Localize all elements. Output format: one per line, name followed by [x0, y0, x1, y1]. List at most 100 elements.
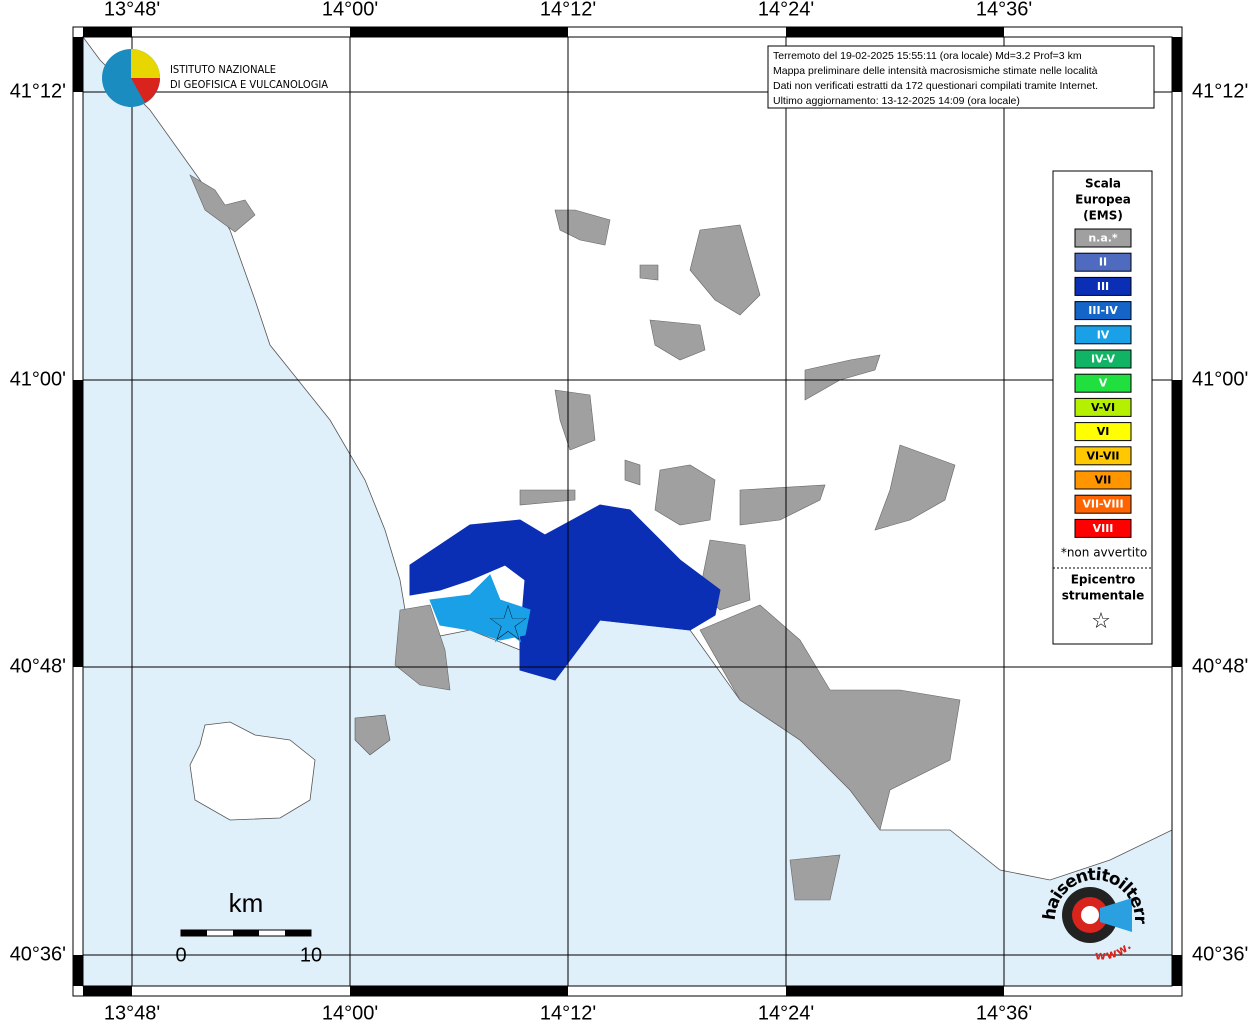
info-line: Mappa preliminare delle intensità macros…: [773, 65, 1098, 77]
legend-note: *non avvertito: [1061, 546, 1147, 560]
scale-label: 10: [300, 944, 322, 966]
legend-label: n.a.*: [1088, 232, 1118, 245]
watermark-horn: [1100, 898, 1132, 932]
lon-label: 13°48': [104, 0, 160, 20]
legend-label: V: [1099, 377, 1108, 390]
scale-bar: km 0 10: [175, 888, 322, 966]
area: [639, 264, 659, 281]
lat-label: 41°12': [10, 80, 66, 102]
scale-segment: [285, 930, 311, 936]
island-procida: [354, 714, 391, 756]
frame-segment: [350, 986, 568, 996]
legend-label: VIII: [1093, 522, 1114, 535]
area: [649, 319, 706, 361]
lat-label: 40°48': [1192, 655, 1248, 677]
intensity-iii: [409, 504, 721, 681]
scale-unit: km: [229, 888, 264, 918]
frame-segment: [83, 27, 132, 37]
frame-segment: [1172, 37, 1182, 92]
legend-swatch: [1074, 301, 1132, 321]
area: [689, 224, 761, 316]
legend-swatch: [1074, 518, 1132, 538]
lat-label: 40°36': [10, 943, 66, 965]
legend-swatch: [1074, 470, 1132, 490]
lon-label: 14°36': [976, 1002, 1032, 1024]
legend-label: VII-VIII: [1082, 498, 1123, 511]
legend-title: Scala: [1085, 177, 1121, 191]
scale-segment: [181, 930, 207, 936]
lon-label: 14°00': [322, 0, 378, 20]
watermark-target: [1081, 906, 1099, 924]
area: [554, 209, 611, 246]
epicenter-star: ☆: [485, 594, 532, 654]
logo-segment: [131, 78, 160, 103]
legend-swatch: [1074, 373, 1132, 393]
info-box-frame: [767, 45, 1155, 109]
legend-swatch: [1074, 494, 1132, 514]
frame-segment: [786, 986, 1004, 996]
area: [874, 444, 956, 531]
intensity-iv: [429, 574, 531, 641]
area: [699, 604, 961, 831]
frame-segment: [1172, 955, 1182, 986]
lat-label: 41°00': [1192, 368, 1248, 390]
lon-label: 13°48': [104, 1002, 160, 1024]
area: [519, 489, 576, 506]
lon-label: 14°24': [758, 0, 814, 20]
info-line: Terremoto del 19-02-2025 15:55:11 (ora l…: [773, 50, 1082, 62]
legend-label: V-VI: [1091, 401, 1115, 414]
frame-segment: [350, 27, 568, 37]
graticule: [83, 37, 1172, 986]
info-line: Ultimo aggiornamento: 13-12-2025 14:09 (…: [773, 95, 1020, 107]
logo-text: DI GEOFISICA E VULCANOLOGIA: [170, 78, 328, 91]
area: [624, 459, 641, 486]
lat-label: 40°48': [10, 655, 66, 677]
logo-text: ISTITUTO NAZIONALE: [170, 63, 276, 76]
lon-label: 14°12': [540, 1002, 596, 1024]
area: [554, 389, 596, 451]
logo: ISTITUTO NAZIONALE DI GEOFISICA E VULCAN…: [102, 49, 328, 107]
legend-swatch: [1074, 446, 1132, 466]
legend-label: III-IV: [1088, 304, 1118, 317]
area: [789, 854, 841, 901]
logo-segment: [131, 49, 160, 78]
epicenter-title: strumentale: [1062, 589, 1145, 603]
lon-label: 14°24': [758, 1002, 814, 1024]
lon-label: 14°00': [322, 1002, 378, 1024]
info-box: Terremoto del 19-02-2025 15:55:11 (ora l…: [767, 45, 1155, 109]
area: [394, 604, 451, 691]
legend-swatch: [1074, 325, 1132, 345]
area: [804, 354, 881, 401]
frame: [72, 26, 1183, 997]
lat-label: 40°36': [1192, 943, 1248, 965]
area: [189, 174, 256, 233]
epicenter-title: Epicentro: [1071, 573, 1136, 587]
lon-label: 14°12': [540, 0, 596, 20]
scale-label: 0: [175, 944, 186, 966]
legend-swatch: [1074, 276, 1132, 296]
legend-swatch: [1074, 349, 1132, 369]
legend-label: VI-VII: [1086, 449, 1119, 462]
area: [654, 464, 716, 526]
frame-segment: [786, 27, 1004, 37]
lon-label: 14°36': [976, 0, 1032, 20]
frame-segment: [1172, 380, 1182, 667]
legend-label: IV-V: [1091, 353, 1116, 366]
legend-swatch: [1074, 422, 1132, 442]
legend-title: (EMS): [1083, 209, 1123, 223]
legend-label: VI: [1097, 425, 1110, 438]
legend-label: VII: [1095, 474, 1112, 487]
legend-label: III: [1097, 280, 1109, 293]
legend-label: IV: [1097, 328, 1110, 341]
legend: Scala Europea (EMS) *non avvertito Epice…: [1052, 170, 1153, 645]
frame-segment: [73, 37, 83, 92]
frame-segment: [83, 986, 132, 996]
lat-label: 41°12': [1192, 80, 1248, 102]
legend-swatch: [1074, 252, 1132, 272]
legend-label: II: [1099, 256, 1107, 269]
area: [739, 484, 826, 526]
lat-label: 41°00': [10, 368, 66, 390]
axis-labels: 13°48' 13°48' 14°00' 14°00' 14°12' 14°12' 14°2…: [10, 0, 1249, 1024]
frame-segment: [73, 380, 83, 667]
